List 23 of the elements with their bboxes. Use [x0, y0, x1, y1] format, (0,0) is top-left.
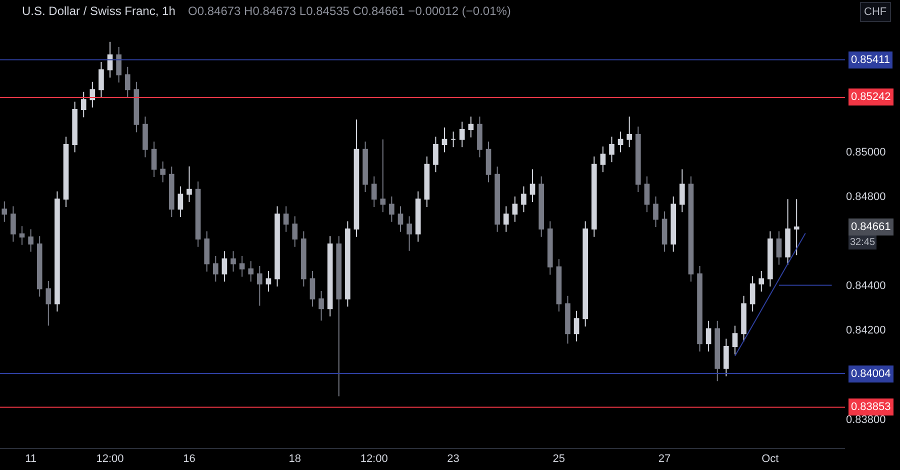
y-tick-label: 0.83800 — [846, 414, 886, 426]
y-tick-label: 0.84800 — [846, 190, 886, 203]
ref-line-label: 0.85242 — [851, 91, 891, 103]
x-tick-label: 23 — [447, 453, 460, 466]
x-tick-label: 25 — [552, 453, 566, 466]
x-tick-label: Oct — [762, 453, 779, 466]
ref-line-label: 0.84004 — [851, 368, 891, 380]
x-tick-label: 16 — [183, 453, 196, 466]
text: 32:45 — [850, 237, 876, 248]
chart-title: U.S. Dollar / Swiss Franc, 1h — [22, 4, 176, 18]
x-tick-label: 12:00 — [360, 453, 388, 466]
y-tick-label: 0.84400 — [846, 280, 886, 292]
chart-subtitle: O0.84673 H0.84673 L0.84535 C0.84661 −0.00012 (−0.01%) — [188, 4, 511, 18]
ref-line-label: 0.83853 — [851, 401, 891, 413]
x-tick-label: 27 — [658, 453, 671, 466]
y-tick-label: 0.85000 — [846, 146, 886, 158]
y-tick-label: 0.84200 — [846, 324, 886, 337]
x-tick-label: 11 — [25, 453, 37, 466]
x-tick-label: 12:00 — [96, 453, 124, 466]
ref-line-label: 0.85411 — [851, 54, 890, 66]
text: CHF — [864, 6, 887, 18]
x-tick-label: 18 — [288, 453, 301, 466]
text: 0.84661 — [851, 221, 891, 233]
